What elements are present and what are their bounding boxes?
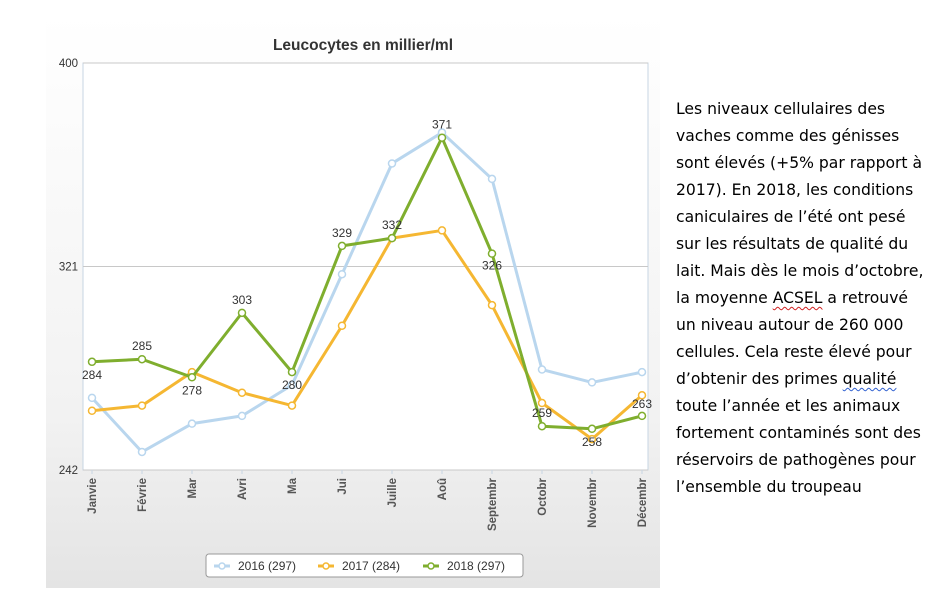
x-tick-label: Octobr <box>537 477 549 515</box>
series-line-2 <box>91 228 643 441</box>
legend-label[interactable]: 2017 (284) <box>342 559 400 573</box>
data-point[interactable] <box>587 378 597 387</box>
data-label: 329 <box>332 226 352 240</box>
commentary-part-3: toute l’année et les animaux fortement c… <box>676 397 921 496</box>
legend-label[interactable]: 2016 (297) <box>238 559 296 573</box>
acsel-term: ACSEL <box>772 289 823 307</box>
data-point[interactable] <box>137 401 147 410</box>
series-line-3 <box>91 136 643 431</box>
data-point[interactable] <box>637 367 647 377</box>
data-point[interactable] <box>337 269 347 279</box>
data-point[interactable] <box>487 174 497 184</box>
x-tick-label: Avri <box>237 478 249 500</box>
data-label: 280 <box>282 378 302 392</box>
data-point[interactable] <box>537 398 547 408</box>
y-tick-label: 321 <box>59 262 78 274</box>
data-point[interactable] <box>287 367 297 377</box>
series-lines <box>87 128 647 457</box>
legend-marker <box>427 562 435 570</box>
data-label: 285 <box>132 339 152 353</box>
data-point[interactable] <box>237 308 247 318</box>
x-tick-label: Jui <box>337 478 349 495</box>
qualite-term: qualité <box>842 370 897 388</box>
chart-title: Leucocytes en millier/ml <box>273 37 453 54</box>
data-point[interactable] <box>287 401 297 410</box>
chart-legend: 2016 (297) 2017 (284) 2018 (297) <box>205 553 524 578</box>
legend-label[interactable]: 2018 (297) <box>447 559 505 573</box>
data-point[interactable] <box>237 388 247 397</box>
data-point[interactable] <box>137 447 147 457</box>
data-label: 332 <box>382 218 402 232</box>
x-tick-label: Septembr <box>487 477 499 531</box>
data-point[interactable] <box>87 357 97 367</box>
x-tick-label: Janvie <box>87 478 99 514</box>
data-point[interactable] <box>337 241 347 251</box>
data-label: 278 <box>182 383 202 397</box>
data-label: 263 <box>632 397 652 411</box>
commentary-part-1: Les niveaux cellulaires des vaches comme… <box>676 100 924 307</box>
x-tick-label: Décembr <box>637 477 649 527</box>
line-chart: Leucocytes en millier/ml 242 321 400 Janvi… <box>59 37 652 578</box>
grid-lines <box>83 62 648 471</box>
y-tick-label: 242 <box>59 465 78 477</box>
data-point[interactable] <box>87 406 97 416</box>
data-point[interactable] <box>487 249 497 258</box>
commentary-part-2: a retrouvé un niveau autour de 260 000 c… <box>676 289 912 388</box>
x-axis-ticks: Janvie Févrie Mar Avri Ma Jui Juille Aoû Septemb… <box>87 470 649 531</box>
x-tick-label: Novembr <box>587 477 599 527</box>
x-tick-label: Juille <box>387 478 399 507</box>
data-point[interactable] <box>287 380 297 390</box>
data-point[interactable] <box>437 226 447 235</box>
legend-marker <box>218 562 226 570</box>
commentary-paragraph: Les niveaux cellulaires des vaches comme… <box>676 96 931 501</box>
data-point[interactable] <box>87 393 97 403</box>
y-axis-ticks: 242 321 400 <box>59 58 78 477</box>
data-point[interactable] <box>187 373 197 382</box>
data-point[interactable] <box>537 421 547 431</box>
data-point[interactable] <box>587 434 597 444</box>
data-point[interactable] <box>487 300 497 310</box>
data-point[interactable] <box>387 233 397 243</box>
chart-panel: Leucocytes en millier/ml 242 321 400 Janvi… <box>46 14 660 588</box>
data-point[interactable] <box>587 424 597 434</box>
data-point[interactable] <box>637 411 647 421</box>
data-point[interactable] <box>537 365 547 374</box>
x-tick-label: Aoû <box>437 478 449 500</box>
data-label: 371 <box>432 118 452 132</box>
commentary-text: Les niveaux cellulaires des vaches comme… <box>676 96 931 501</box>
data-point[interactable] <box>437 133 447 142</box>
data-point[interactable] <box>237 411 247 421</box>
data-label: 259 <box>532 406 552 420</box>
y-tick-label: 400 <box>59 58 78 70</box>
data-point[interactable] <box>187 419 197 428</box>
data-label: 258 <box>582 435 602 449</box>
data-point[interactable] <box>337 321 347 330</box>
x-tick-label: Mar <box>187 477 199 498</box>
x-tick-label: Févrie <box>137 478 149 512</box>
legend-box <box>205 553 524 578</box>
data-label: 326 <box>482 259 502 273</box>
data-point[interactable] <box>637 391 647 400</box>
data-labels: 284 285 278 303 280 329 332 371 326 259 258 263 <box>82 118 652 449</box>
legend-marker <box>322 562 330 570</box>
data-point[interactable] <box>387 159 397 168</box>
series-line-1 <box>90 131 643 454</box>
data-label: 284 <box>82 368 102 382</box>
data-label: 303 <box>232 293 252 307</box>
data-point[interactable] <box>137 354 147 364</box>
x-tick-label: Ma <box>287 477 299 494</box>
